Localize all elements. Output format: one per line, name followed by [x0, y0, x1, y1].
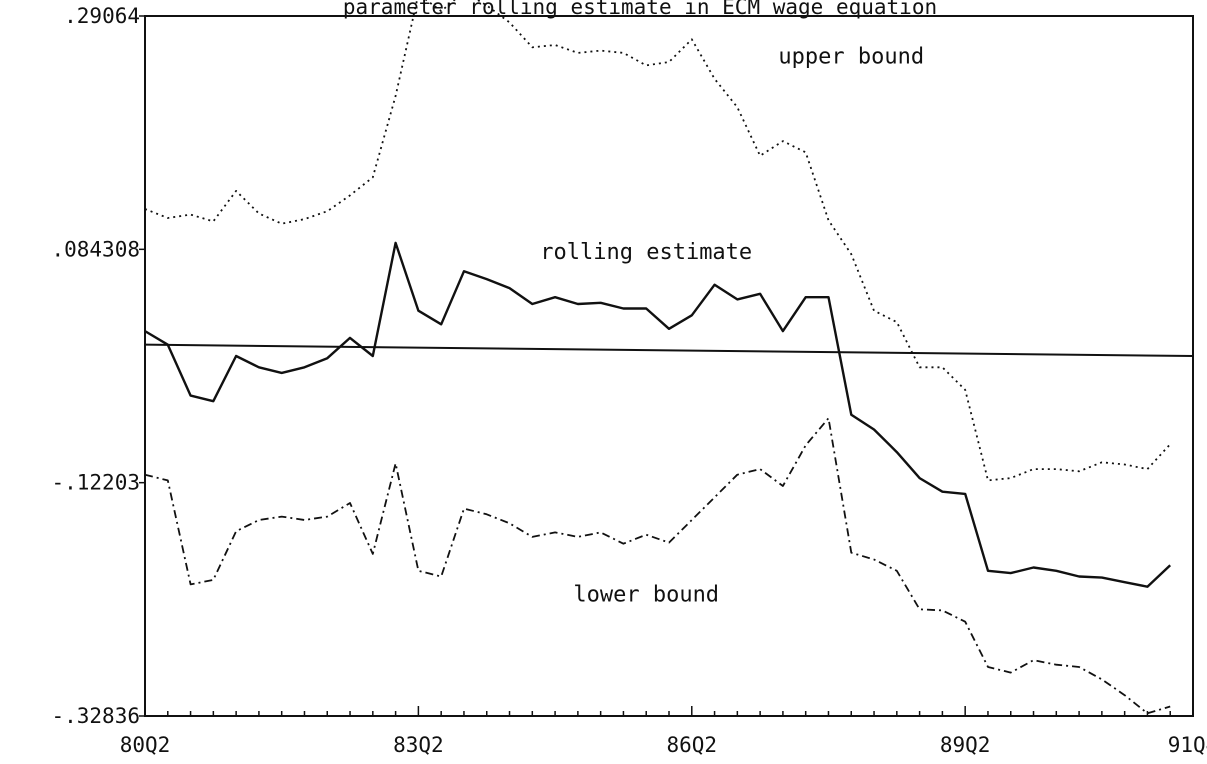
- y-tick-label: .084308: [51, 237, 140, 261]
- plot-frame: [144, 15, 1194, 717]
- x-tick-label: 80Q2: [120, 733, 171, 757]
- x-tick-label: 86Q2: [666, 733, 717, 757]
- chart-title: parameter rolling estimate in ECM wage e…: [343, 0, 937, 19]
- series-layer: [144, 0, 1172, 715]
- rolling-estimate-label: rolling estimate: [540, 240, 752, 265]
- rolling-estimate-line: [144, 241, 1172, 588]
- x-tick-label: 89Q2: [940, 733, 991, 757]
- upper-bound-label: upper bound: [778, 44, 924, 69]
- x-tick-label: 83Q2: [393, 733, 444, 757]
- reference-line: [144, 343, 1194, 357]
- y-tick-label: -.32836: [51, 704, 140, 728]
- axis-ticks: [139, 15, 1194, 717]
- x-tick-label: 91Q4: [1168, 733, 1207, 757]
- y-tick-label: .29064: [64, 4, 140, 28]
- annotations: upper bound rolling estimate lower bound: [540, 44, 924, 607]
- lower-bound-label: lower bound: [573, 583, 719, 608]
- y-tick-label: -.12203: [51, 471, 140, 495]
- lower-bound-line: [144, 417, 1171, 715]
- axis-labels: 80Q2 83Q2 86Q2 89Q2 91Q4 .29064 .084308 -.12203…: [51, 4, 1207, 757]
